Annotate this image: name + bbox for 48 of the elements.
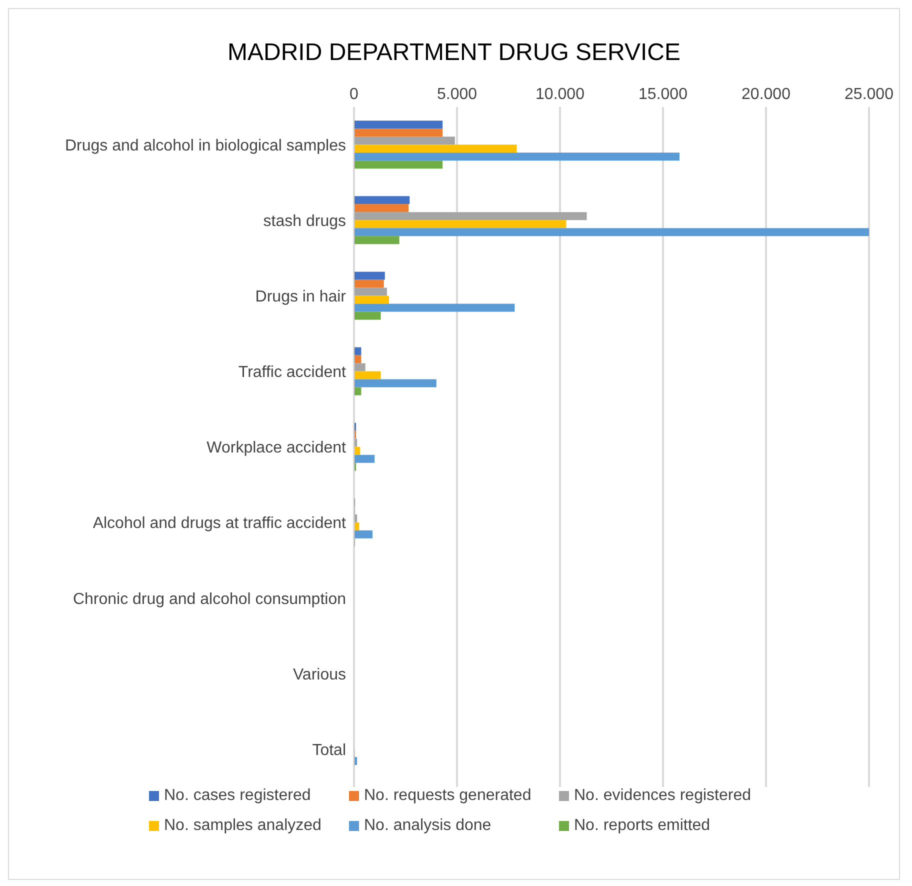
bar: [354, 120, 443, 129]
y-tick-label: Traffic accident: [238, 364, 347, 382]
bar: [354, 304, 515, 312]
bar: [354, 312, 381, 320]
bar: [354, 379, 436, 388]
bar: [354, 136, 455, 145]
bar: [354, 152, 680, 161]
y-tick-label: Various: [292, 666, 346, 684]
bar: [354, 387, 362, 396]
legend-label: No. evidences registered: [574, 787, 751, 805]
chart-title: MADRID DEPARTMENT DRUG SERVICE: [226, 39, 682, 67]
bar: [354, 355, 362, 364]
bar: [354, 144, 517, 153]
legend-label: No. samples analyzed: [164, 817, 322, 835]
legend-label: No. analysis done: [364, 817, 492, 835]
bar: [354, 160, 443, 169]
bar: [354, 196, 410, 204]
y-tick-label: Drugs in hair: [255, 288, 347, 306]
x-tick-label: 10.000: [536, 86, 585, 103]
x-tick-label: 0: [350, 86, 359, 103]
bar: [354, 454, 375, 463]
bar: [354, 212, 587, 220]
y-tick-label: Alcohol and drugs at traffic accident: [92, 515, 347, 532]
y-tick-label: Chronic drug and alcohol consumption: [72, 590, 346, 608]
bar: [354, 228, 869, 236]
bar: [354, 236, 400, 244]
bar: [354, 363, 366, 372]
legend-label: No. requests generated: [364, 787, 532, 805]
bar: [354, 220, 566, 228]
bar: [354, 296, 390, 304]
bar: [354, 272, 385, 280]
x-tick-label: 5.000: [436, 86, 478, 103]
bar: [354, 128, 443, 137]
x-tick-label: 15.000: [638, 86, 688, 103]
y-tick-label: Total: [312, 742, 346, 759]
bar: [354, 280, 384, 288]
x-tick-label: 25.000: [844, 86, 894, 103]
bar: [354, 204, 409, 212]
legend-label: No. reports emitted: [574, 817, 710, 835]
x-tick-label: 20.000: [742, 86, 791, 103]
bar: [354, 371, 381, 380]
y-tick-label: Drugs and alcohol in biological samples: [64, 137, 346, 154]
bar: [354, 530, 373, 538]
bar: [354, 288, 387, 296]
y-tick-label: stash drugs: [263, 213, 346, 230]
legend-label: No. cases registered: [164, 787, 311, 805]
bar: [354, 347, 362, 356]
y-tick-label: Workplace accident: [206, 440, 347, 457]
